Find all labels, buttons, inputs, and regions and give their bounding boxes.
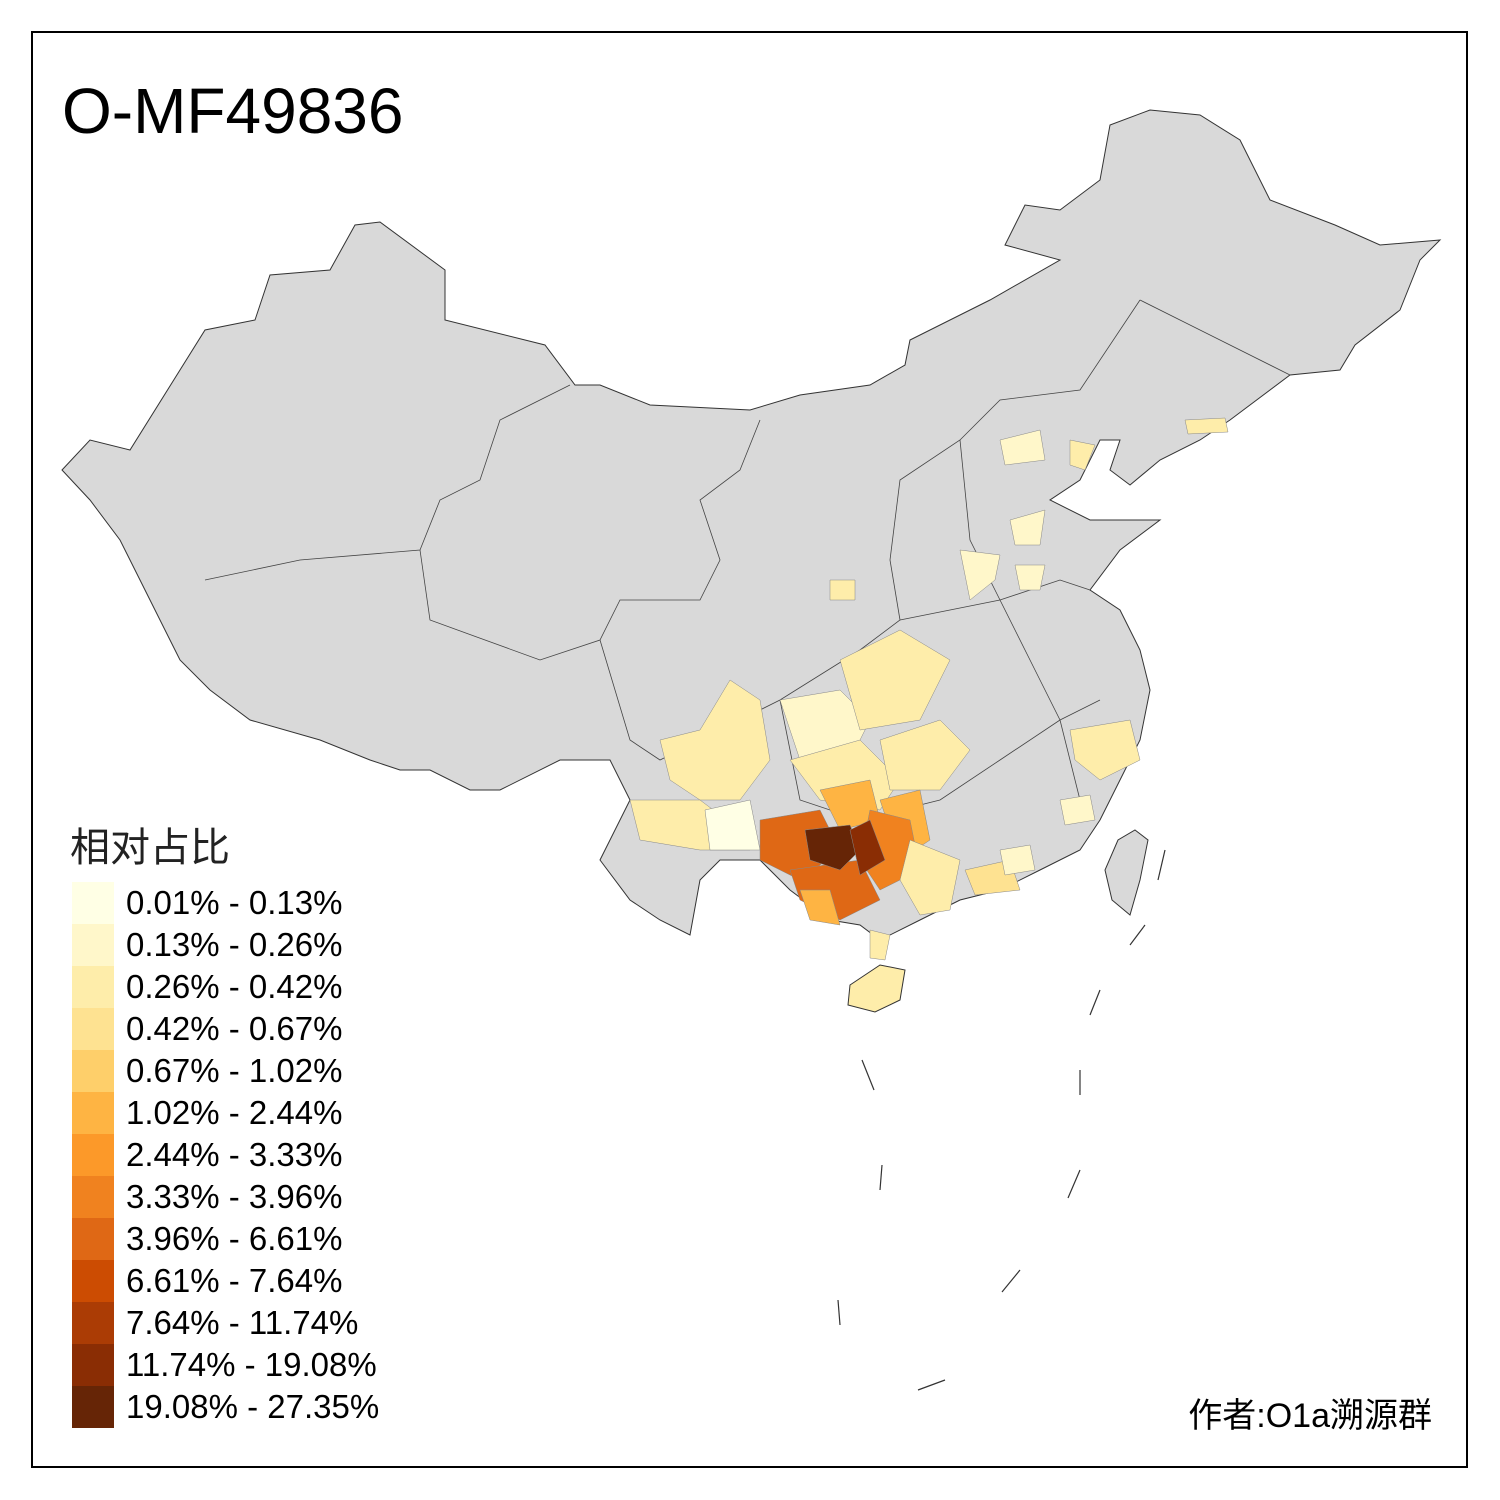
legend-label: 3.96% - 6.61% (126, 1220, 343, 1257)
legend-item: 19.08% - 27.35% (72, 1386, 379, 1428)
author-credit: 作者:O1a溯源群 (1188, 1397, 1432, 1435)
south-china-sea-lines (837, 849, 1166, 1391)
legend-item: 11.74% - 19.08% (72, 1344, 379, 1386)
legend-swatch (72, 1134, 114, 1176)
legend-item: 7.64% - 11.74% (72, 1302, 379, 1344)
legend-label: 0.42% - 0.67% (126, 1010, 343, 1047)
taiwan-island (1104, 829, 1149, 916)
map-frame (31, 31, 1468, 1468)
map-title: O-MF49836 (62, 75, 404, 147)
legend-item: 0.01% - 0.13% (72, 882, 379, 924)
legend-item: 6.61% - 7.64% (72, 1260, 379, 1302)
legend-label: 19.08% - 27.35% (126, 1388, 380, 1425)
legend-swatch (72, 924, 114, 966)
legend-label: 2.44% - 3.33% (126, 1136, 343, 1173)
legend-title: 相对占比 (70, 826, 230, 870)
legend-swatch (72, 1218, 114, 1260)
legend-swatch (72, 1176, 114, 1218)
legend-label: 0.26% - 0.42% (126, 968, 343, 1005)
legend-swatch (72, 966, 114, 1008)
legend-label: 0.13% - 0.26% (126, 926, 343, 963)
legend-swatch (72, 882, 114, 924)
legend-label: 3.33% - 3.96% (126, 1178, 343, 1215)
legend-item: 3.96% - 6.61% (72, 1218, 379, 1260)
legend-swatch (72, 1260, 114, 1302)
legend-swatch (72, 1386, 114, 1428)
legend-item: 1.02% - 2.44% (72, 1092, 379, 1134)
legend-swatch (72, 1344, 114, 1386)
legend-label: 7.64% - 11.74% (126, 1304, 359, 1341)
legend-item: 3.33% - 3.96% (72, 1176, 379, 1218)
legend-swatch (72, 1092, 114, 1134)
legend-item: 2.44% - 3.33% (72, 1134, 379, 1176)
legend-item: 0.26% - 0.42% (72, 966, 379, 1008)
legend-swatch (72, 1050, 114, 1092)
legend-swatch (72, 1008, 114, 1050)
province-borders (204, 299, 1291, 821)
legend-swatch (72, 1302, 114, 1344)
legend-item: 0.13% - 0.26% (72, 924, 379, 966)
legend-label: 0.01% - 0.13% (126, 884, 343, 921)
legend-item: 0.42% - 0.67% (72, 1008, 379, 1050)
legend-label: 0.67% - 1.02% (126, 1052, 343, 1089)
legend-item: 0.67% - 1.02% (72, 1050, 379, 1092)
legend-label: 6.61% - 7.64% (126, 1262, 343, 1299)
hainan-island (847, 964, 906, 1013)
legend-label: 1.02% - 2.44% (126, 1094, 343, 1131)
region-fills (629, 417, 1229, 961)
legend-label: 11.74% - 19.08% (126, 1346, 377, 1383)
legend: 0.01% - 0.13% 0.13% - 0.26% 0.26% - 0.42% 0… (72, 882, 379, 1428)
